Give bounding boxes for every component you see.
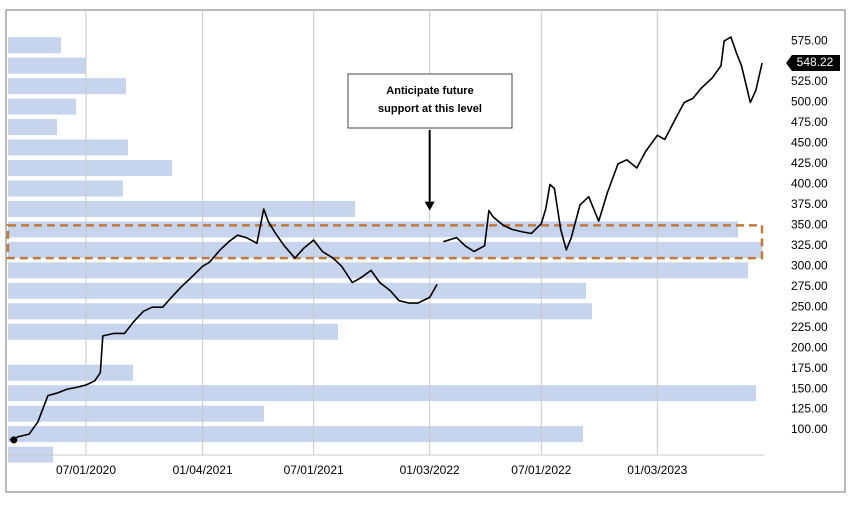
volume-bar <box>8 241 762 258</box>
y-tick-label: 100.00 <box>791 422 828 436</box>
y-tick-label: 400.00 <box>791 177 828 191</box>
volume-bar <box>8 262 748 279</box>
volume-bar <box>8 57 86 74</box>
x-tick-label: 01/03/2022 <box>400 463 460 477</box>
y-tick-label: 200.00 <box>791 340 828 354</box>
y-tick-label: 450.00 <box>791 136 828 150</box>
price-tag-label: 548.22 <box>797 55 834 69</box>
volume-bar <box>8 160 172 177</box>
y-tick-label: 175.00 <box>791 361 828 375</box>
y-tick-label: 150.00 <box>791 381 828 395</box>
volume-bar <box>8 282 586 299</box>
annotation-text: support at this level <box>378 103 482 115</box>
x-tick-label: 07/01/2021 <box>284 463 344 477</box>
annotation-box <box>347 73 513 129</box>
y-tick-label: 325.00 <box>791 238 828 252</box>
volume-bar <box>8 303 592 320</box>
y-tick-label: 375.00 <box>791 197 828 211</box>
volume-bar <box>8 385 756 402</box>
volume-bar <box>8 405 264 422</box>
x-tick-label: 07/01/2020 <box>56 463 116 477</box>
volume-bar <box>8 364 133 381</box>
annotation-arrowhead <box>424 201 435 211</box>
volume-bar <box>8 78 126 95</box>
y-tick-label: 275.00 <box>791 279 828 293</box>
price-line <box>9 36 763 441</box>
x-tick-label: 01/04/2021 <box>173 463 233 477</box>
volume-bar <box>8 139 128 156</box>
y-tick-label: 300.00 <box>791 258 828 272</box>
x-tick-label: 01/03/2023 <box>627 463 687 477</box>
support-zone <box>6 224 764 260</box>
volume-bar <box>8 221 738 238</box>
annotation-text: Anticipate future <box>386 85 473 97</box>
y-tick-label: 575.00 <box>791 33 828 47</box>
volume-bar <box>8 180 123 197</box>
start-marker <box>10 436 18 444</box>
y-tick-label: 475.00 <box>791 115 828 129</box>
y-tick-label: 500.00 <box>791 95 828 109</box>
y-tick-label: 225.00 <box>791 320 828 334</box>
volume-bar <box>8 323 338 340</box>
volume-bar <box>8 200 355 217</box>
y-tick-label: 350.00 <box>791 218 828 232</box>
volume-bar <box>8 426 583 443</box>
y-tick-label: 425.00 <box>791 156 828 170</box>
y-tick-label: 525.00 <box>791 74 828 88</box>
y-tick-label: 250.00 <box>791 299 828 313</box>
volume-bar <box>8 119 57 136</box>
price-tag <box>786 55 840 72</box>
y-tick-label: 125.00 <box>791 402 828 416</box>
x-tick-label: 07/01/2022 <box>511 463 571 477</box>
volume-bar <box>8 98 76 115</box>
volume-bar <box>8 37 61 54</box>
